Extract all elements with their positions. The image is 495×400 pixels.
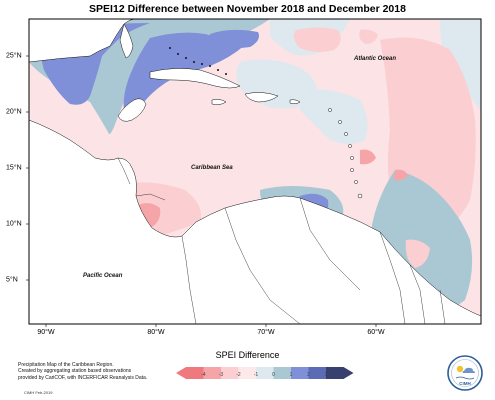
lat-tick-label: 5°N <box>6 276 18 284</box>
legend-swatch-6 <box>273 367 291 379</box>
map-credits: Precipitation Map of the Caribbean Regio… <box>18 362 188 381</box>
legend-arrow-right <box>343 367 354 379</box>
legend-colorbar: -4 -3 -2 -1 0 1 2 3 4 <box>176 367 354 379</box>
yucatan-peninsula <box>117 98 147 122</box>
credits-line: Precipitation Map of the Caribbean Regio… <box>18 362 114 368</box>
legend-arrow-left <box>176 367 186 379</box>
legend-tick-label: 4 <box>342 372 345 378</box>
legend-tick-label: -4 <box>201 372 206 378</box>
cloud-icon <box>462 367 475 373</box>
credits-line: Created by aggregating station based obs… <box>18 368 132 375</box>
cuba <box>149 68 241 89</box>
florida <box>119 23 134 59</box>
legend-swatch-9 <box>326 367 344 379</box>
legend-swatch-7 <box>291 367 309 379</box>
red-zone-east-spot <box>394 169 408 181</box>
legend-tick-label: -2 <box>236 372 241 378</box>
pink-zone-guiana-spot <box>405 239 430 268</box>
credits-date: CIMH Feb-2019 <box>24 390 53 395</box>
lon-tick-label: 70°W <box>257 329 275 336</box>
legend-title: SPEI Difference <box>215 350 280 360</box>
legend-swatch-2 <box>203 367 221 379</box>
legend-tick-label: -3 <box>219 372 224 378</box>
legend-tick-label: 2 <box>307 372 310 378</box>
hispaniola <box>244 92 279 103</box>
legend-swatch-3 <box>221 367 239 379</box>
lat-tick-label: 20°N <box>6 108 22 116</box>
legend-swatch-1 <box>186 367 204 379</box>
atlantic-ocean-label: Atlantic Ocean <box>354 56 397 62</box>
sun-icon <box>456 365 464 373</box>
caribbean-sea-label: Caribbean Sea <box>191 165 233 171</box>
lat-tick-label: 25°N <box>6 52 22 60</box>
legend-tick-label: -1 <box>254 372 259 378</box>
north-america <box>29 19 137 63</box>
wave-icon <box>455 376 475 380</box>
legend-tick-label: 3 <box>325 372 328 378</box>
country-borders <box>117 157 446 324</box>
legend-swatch-8 <box>308 367 326 379</box>
south-central-america <box>29 119 481 324</box>
pale-zone-lesser-antilles <box>300 89 368 144</box>
map-title: SPEI12 Difference between November 2018 … <box>89 3 406 15</box>
jamaica <box>211 99 227 105</box>
puerto-rico <box>289 99 301 105</box>
red-zone-antilles-spot <box>360 149 376 165</box>
pink-zone-atlantic-west <box>293 27 341 53</box>
cimh-logo: CIMH <box>447 355 483 391</box>
lon-tick-label: 80°W <box>147 329 165 336</box>
lon-tick-label: 90°W <box>37 329 55 336</box>
legend-swatch-5 <box>256 367 274 379</box>
pink-zone-atlantic-spot <box>359 29 378 44</box>
blue-zone-bahamas <box>210 29 259 49</box>
lon-tick-label: 60°W <box>367 329 385 336</box>
lesser-antilles <box>328 108 363 199</box>
credits-line: provided by CariCOF, with INCERFICAR Rea… <box>18 374 148 381</box>
pacific-ocean-label: Pacific Ocean <box>83 273 123 279</box>
legend-tick-label: 0 <box>272 372 275 378</box>
map-frame <box>28 18 482 325</box>
lat-tick-label: 15°N <box>6 164 22 172</box>
bahamas-islands <box>169 47 227 75</box>
logo-text: CIMH <box>459 381 471 386</box>
axis-ticks <box>26 55 377 327</box>
pale-zone-northeast <box>440 19 481 110</box>
legend-tick-label: 1 <box>290 372 293 378</box>
legend-swatch-4 <box>238 367 256 379</box>
lat-tick-label: 10°N <box>6 220 22 228</box>
